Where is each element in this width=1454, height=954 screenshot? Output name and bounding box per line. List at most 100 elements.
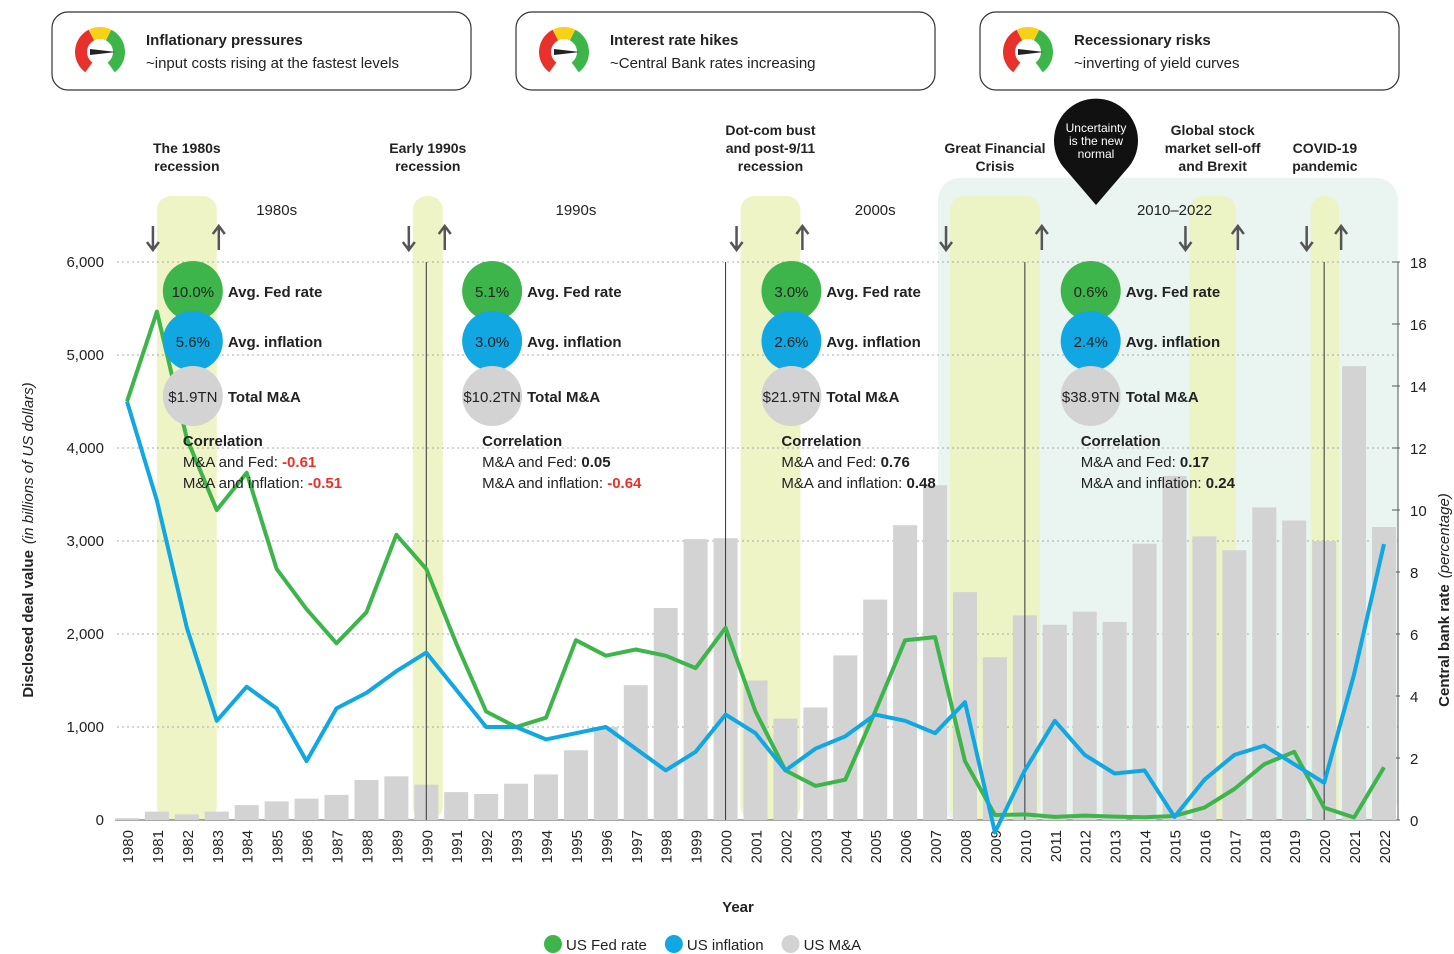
stat-value: 5.1%: [475, 284, 509, 301]
stat-value: $10.2TN: [463, 389, 521, 406]
x-tick-label: 1998: [659, 830, 676, 863]
y-axis-title: Disclosed deal value (in billions of US d…: [20, 382, 37, 697]
correlation-value: 0.17: [1180, 454, 1209, 471]
stat-value: 3.0%: [774, 284, 808, 301]
gauge-segment: [88, 27, 112, 41]
correlation-value: 0.24: [1206, 475, 1236, 492]
arrow-up: [211, 223, 226, 250]
stat-label: Avg. inflation: [228, 334, 322, 351]
correlation-label: M&A and Fed:: [781, 454, 880, 471]
bar: [893, 525, 918, 820]
x-tick-label: 1986: [300, 830, 317, 863]
y-axis-title-main: Disclosed deal value: [20, 550, 37, 698]
bar: [593, 727, 618, 820]
x-tick-label: 1983: [210, 830, 227, 863]
x-tick-label: 2011: [1048, 830, 1065, 862]
bar: [294, 798, 319, 820]
callout-text: Uncertainty is the new normal: [1065, 121, 1127, 161]
correlation-value: -0.64: [607, 475, 642, 492]
correlation-line: M&A and Fed: 0.17: [1081, 454, 1209, 471]
arrow-up: [1334, 223, 1349, 250]
x-tick-label: 2002: [778, 830, 795, 863]
bar: [354, 780, 379, 820]
legend-swatch: [664, 935, 683, 953]
bar: [1132, 543, 1157, 820]
x-tick-label: 1982: [180, 830, 197, 863]
x-tick-label: 2001: [749, 830, 766, 863]
correlation-line: M&A and inflation: -0.51: [183, 475, 342, 492]
x-tick-label: 1987: [330, 830, 347, 863]
stat-value: 0.6%: [1074, 284, 1108, 301]
card: [979, 11, 1400, 91]
bar: [563, 750, 588, 820]
bar: [384, 776, 409, 820]
bar: [234, 805, 259, 820]
x-tick-label: 1993: [509, 830, 526, 863]
event-label: Early 1990s recession: [389, 140, 467, 174]
arrow-up: [1230, 223, 1245, 250]
y-tick-label: 2,000: [66, 626, 104, 643]
gauge-needle: [90, 49, 116, 55]
x-axis-title: Year: [722, 899, 754, 916]
arrow-up: [795, 223, 810, 250]
gauge-segment: [569, 29, 589, 73]
arrow-down: [1299, 226, 1314, 253]
legend-label: US M&A: [804, 937, 862, 954]
bar: [653, 607, 678, 820]
y-tick-label: 0: [96, 812, 104, 829]
bar: [1162, 475, 1187, 820]
arrow-down: [1178, 226, 1193, 253]
y-tick-label: 5,000: [66, 347, 104, 364]
x-tick-label: 2013: [1108, 830, 1125, 863]
y2-tick-label: 18: [1410, 255, 1427, 272]
stat-value: $21.9TN: [763, 389, 821, 406]
bar: [1282, 520, 1307, 820]
x-tick-label: 2003: [808, 830, 825, 863]
bar: [1342, 366, 1367, 820]
stat-label: Avg. Fed rate: [527, 284, 621, 301]
x-tick-label: 1989: [389, 830, 406, 863]
stat-value: 2.6%: [774, 334, 808, 351]
stat-label: Avg. inflation: [527, 334, 621, 351]
event-label: The 1980s recession: [152, 140, 221, 174]
event-label: Dot-com bust and post-9/11 recession: [725, 122, 816, 174]
x-tick-label: 1980: [120, 830, 137, 863]
gauge-segment: [552, 27, 576, 41]
event-label: COVID-19 pandemic: [1292, 140, 1358, 174]
stat-value: 2.4%: [1074, 334, 1108, 351]
stat-label: Total M&A: [527, 389, 600, 406]
correlation-label: M&A and inflation:: [781, 475, 906, 492]
card-title: Interest rate hikes: [610, 32, 738, 49]
bar: [1102, 621, 1127, 820]
correlation-line: M&A and Fed: 0.05: [482, 454, 610, 471]
stat-value: 5.6%: [176, 334, 210, 351]
legend-swatch: [781, 935, 800, 953]
bar: [803, 707, 828, 820]
gauge-segment: [1033, 29, 1053, 73]
x-tick-label: 1984: [240, 830, 257, 863]
x-tick-label: 2005: [868, 830, 885, 863]
bar: [743, 680, 768, 820]
bar: [115, 818, 139, 820]
y2-tick-label: 0: [1410, 813, 1418, 830]
stat-circle: [1060, 366, 1121, 426]
x-tick-label: 1991: [449, 830, 466, 863]
x-tick-label: 2008: [958, 830, 975, 863]
event-label: Global stock market sell-off and Brexit: [1164, 122, 1261, 174]
x-tick-label: 2016: [1197, 830, 1214, 863]
x-tick-label: 1995: [569, 830, 586, 863]
legend-label: US inflation: [687, 937, 764, 954]
decade-label: 1980s: [256, 202, 297, 219]
x-tick-label: 2004: [838, 830, 855, 863]
x-tick-label: 1985: [270, 830, 287, 863]
correlation-line: M&A and Fed: 0.76: [781, 454, 909, 471]
stat-label: Avg. Fed rate: [228, 284, 322, 301]
x-tick-label: 2000: [719, 830, 736, 863]
correlation-line: M&A and inflation: 0.24: [1081, 475, 1236, 492]
correlation-value: 0.48: [906, 475, 935, 492]
x-tick-label: 2017: [1227, 830, 1244, 863]
bar: [144, 811, 169, 820]
stat-circle: [761, 366, 822, 426]
